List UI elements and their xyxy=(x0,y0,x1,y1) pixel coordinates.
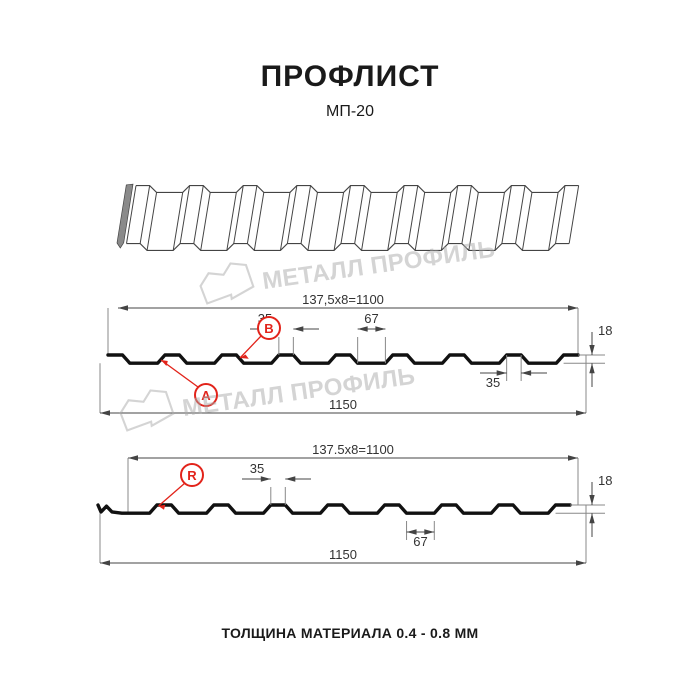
svg-text:МЕТАЛЛ ПРОФИЛЬ: МЕТАЛЛ ПРОФИЛЬ xyxy=(181,363,417,422)
svg-text:МЕТАЛЛ ПРОФИЛЬ: МЕТАЛЛ ПРОФИЛЬ xyxy=(261,236,497,295)
